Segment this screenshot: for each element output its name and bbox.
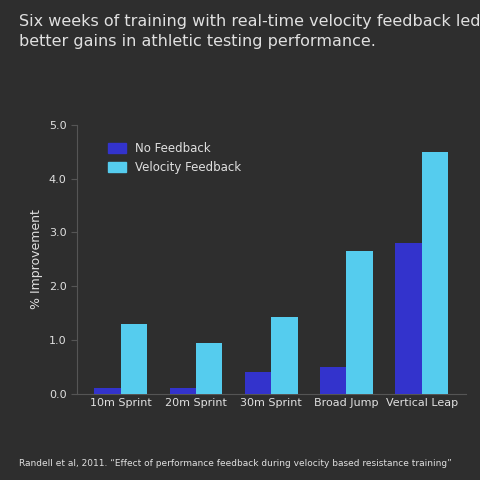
Bar: [169, 388, 196, 394]
Text: Six weeks of training with real-time velocity feedback led to
better gains in at: Six weeks of training with real-time vel…: [19, 14, 480, 48]
Bar: [271, 317, 298, 394]
Bar: [347, 251, 373, 394]
Legend: No Feedback, Velocity Feedback: No Feedback, Velocity Feedback: [102, 136, 247, 180]
Y-axis label: % Improvement: % Improvement: [30, 209, 43, 309]
Bar: [396, 243, 421, 394]
Bar: [421, 152, 448, 394]
Bar: [95, 388, 121, 394]
Bar: [320, 367, 347, 394]
Bar: [245, 372, 271, 394]
Bar: [121, 324, 147, 394]
Bar: [196, 343, 222, 394]
Text: Randell et al, 2011. “Effect of performance feedback during velocity based resis: Randell et al, 2011. “Effect of performa…: [19, 459, 452, 468]
